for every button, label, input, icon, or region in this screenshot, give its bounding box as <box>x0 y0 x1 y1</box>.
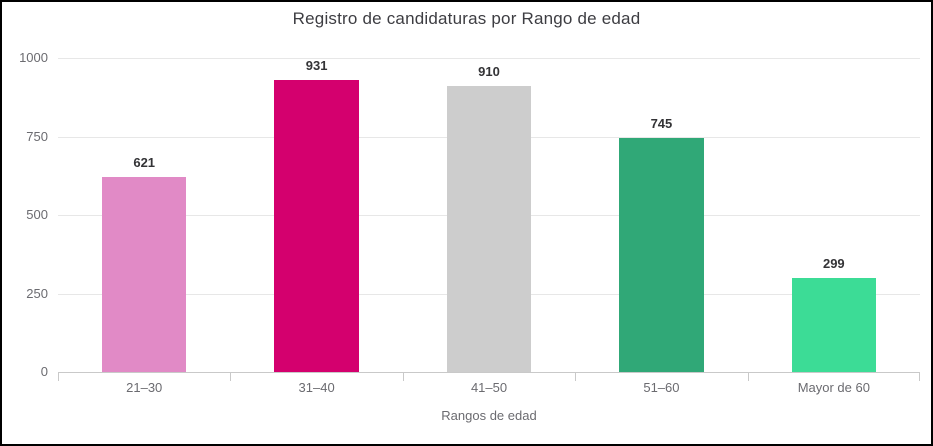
bar-column-mayor-de-60: 299 <box>748 58 920 372</box>
x-axis-labels: 21–30 31–40 41–50 51–60 Mayor de 60 <box>58 380 920 395</box>
x-axis-tick <box>58 373 59 381</box>
x-axis-tick-label: 21–30 <box>126 380 163 395</box>
y-axis-tick-label: 500 <box>26 207 48 222</box>
x-axis-tick <box>575 373 577 381</box>
bar-column-31-40: 931 <box>230 58 402 372</box>
bar-value-label: 621 <box>133 155 156 171</box>
x-axis-tick <box>230 373 232 381</box>
gridline-1000 <box>58 58 920 59</box>
chart-title: Registro de candidaturas por Rango de ed… <box>292 9 641 28</box>
bar-value-label: 299 <box>822 256 845 272</box>
bar-31-40[interactable] <box>274 80 359 372</box>
y-axis-tick-label: 1000 <box>19 50 48 65</box>
x-axis-title: Rangos de edad <box>441 408 537 423</box>
bar-column-51-60: 745 <box>575 58 747 372</box>
x-axis-tick-label: 31–40 <box>298 380 335 395</box>
bar-column-41-50: 910 <box>403 58 575 372</box>
x-axis-tick-label: 41–50 <box>470 380 508 395</box>
bar-value-label: 910 <box>478 64 500 80</box>
y-axis-tick-label: 250 <box>26 285 48 301</box>
x-axis-tick <box>747 373 749 381</box>
bar-mayor-de-60[interactable] <box>791 278 877 372</box>
bar-value-label: 745 <box>650 116 673 132</box>
bar-columns: 621 931 910 745 299 <box>58 58 920 372</box>
bar-21-30[interactable] <box>101 177 187 372</box>
bar-51-60[interactable] <box>619 138 704 372</box>
x-axis-tick <box>402 373 404 381</box>
x-axis-tick-label: Mayor de 60 <box>797 380 870 395</box>
bar-value-label: 931 <box>305 58 328 73</box>
x-axis-tick <box>919 373 920 381</box>
bar-column-21-30: 621 <box>58 58 230 372</box>
y-axis-tick-label: 0 <box>40 364 48 379</box>
plot-area: 1000 750 500 250 0 621 931 910 745 <box>19 50 920 381</box>
y-axis-tick-label: 750 <box>26 128 48 144</box>
x-axis-tick-label: 51–60 <box>643 380 680 395</box>
bar-41-50[interactable] <box>446 86 532 372</box>
